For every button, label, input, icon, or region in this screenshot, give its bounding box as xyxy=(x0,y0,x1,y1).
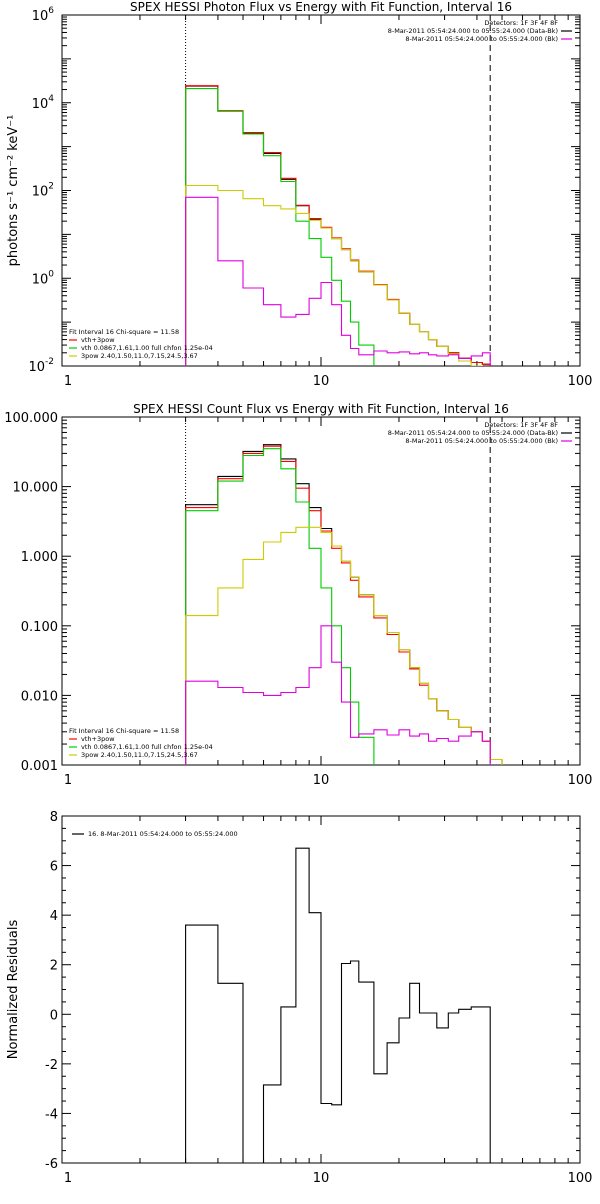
series-line-1 xyxy=(185,847,491,1163)
series-group xyxy=(185,444,503,765)
y-tick-label: 2 xyxy=(50,959,58,974)
axis-frame xyxy=(61,14,581,367)
y-tick-label: 1.000 xyxy=(21,550,58,565)
series-line-4 xyxy=(185,526,503,765)
x-tick-label: 100 xyxy=(568,374,593,389)
y-tick-label: -6 xyxy=(45,1157,58,1172)
y-tick-label: 104 xyxy=(32,94,55,112)
series-line-5 xyxy=(185,625,491,765)
legend-top-entry: Detectors: 1F 3F 4F 8F xyxy=(484,421,558,429)
y-tick-label: 4 xyxy=(50,909,58,924)
legend-top-entry: 8-Mar-2011 05:54:24.000 to 05:55:24.000 … xyxy=(388,429,558,437)
legend-top-entry: 8-Mar-2011 05:54:24.000 to 05:55:24.000 … xyxy=(388,27,558,35)
axis-frame xyxy=(61,416,581,766)
x-tick-label: 10 xyxy=(313,773,330,788)
legend-top-entry: Detectors: 1F 3F 4F 8F xyxy=(484,19,558,27)
chart-panel-1: 1 10 100 10-2 100 102 104 106 SPEX HESSI Photon … xyxy=(6,0,592,389)
y-tick-label: -4 xyxy=(45,1107,58,1122)
x-tick-label: 10 xyxy=(313,1171,330,1186)
y-tick-label: 106 xyxy=(32,6,55,24)
legend-bottom-entry: 3pow 2.40,1.50,11.0,7.15,24.5,3.67 xyxy=(81,751,198,759)
y-tick-label: 100.000 xyxy=(4,411,58,426)
y-tick-label: 102 xyxy=(32,182,54,200)
series-line-3 xyxy=(185,88,375,366)
y-axis-label: Normalized Residuals xyxy=(6,920,21,1060)
x-tick-label: 1 xyxy=(64,1171,72,1186)
y-tick-label: 10-2 xyxy=(28,357,54,375)
series-line-3 xyxy=(185,448,375,765)
series-line-4 xyxy=(185,184,483,366)
legend-bottom-entry: vth 0.0867,1.61,1.00 full chfon 1.25e-04 xyxy=(81,743,213,751)
chart-title: SPEX HESSI Count Flux vs Energy with Fit… xyxy=(133,402,509,416)
series-group xyxy=(185,85,491,366)
x-tick-label: 10 xyxy=(313,374,330,389)
legend-entry: 16. 8-Mar-2011 05:54:24.000 to 05:55:24.… xyxy=(88,830,238,838)
x-tick-label: 1 xyxy=(64,773,72,788)
y-tick-label: 100 xyxy=(32,269,55,287)
y-tick-label: 0.001 xyxy=(21,759,58,774)
x-tick-label: 1 xyxy=(64,374,72,389)
x-tick-label: 100 xyxy=(568,773,593,788)
legend-top-entry: 8-Mar-2011 05:54:24.000 to 05:55:24.000 … xyxy=(405,35,558,43)
legend-bottom-entry: Fit Interval 16 Chi-square = 11.58 xyxy=(69,328,179,336)
chart-panel-3: 1 10 100 -6 -4 -2 0 2 4 6 8 Normalized Residuals 16.… xyxy=(6,810,592,1186)
legend-bottom-entry: 3pow 2.40,1.50,11.0,7.15,24.5,3.67 xyxy=(81,352,198,360)
y-tick-label: 10.000 xyxy=(13,481,59,496)
x-tick-label: 100 xyxy=(568,1171,593,1186)
legend-bottom-entry: vth+3pow xyxy=(81,336,115,344)
legend-bottom-entry: Fit Interval 16 Chi-square = 11.58 xyxy=(69,727,179,735)
y-tick-label: 0.100 xyxy=(21,620,58,635)
series-line-2 xyxy=(185,445,503,765)
chart-title: SPEX HESSI Photon Flux vs Energy with Fi… xyxy=(130,0,512,14)
legend-bottom-entry: vth 0.0867,1.61,1.00 full chfon 1.25e-04 xyxy=(81,344,213,352)
y-axis-label: photons s⁻¹ cm⁻² keV⁻¹ xyxy=(6,115,21,267)
series-line-2 xyxy=(185,85,491,366)
y-tick-label: 0.010 xyxy=(21,689,58,704)
series-line-1 xyxy=(185,85,491,366)
legend-bottom-entry: vth+3pow xyxy=(81,735,115,743)
y-tick-label: 6 xyxy=(50,860,58,875)
series-line-5 xyxy=(185,196,491,366)
chart-panel-2: 1 10 100 0.001 0.010 0.100 1.000 10.000 100.000 S… xyxy=(4,402,592,788)
legend-top-entry: 8-Mar-2011 05:54:24.000 to 05:55:24.000 … xyxy=(405,437,558,445)
series-group xyxy=(185,847,491,1163)
y-tick-label: 0 xyxy=(50,1008,58,1023)
series-line-1 xyxy=(185,444,503,765)
y-tick-label: -2 xyxy=(45,1058,58,1073)
y-tick-label: 8 xyxy=(50,810,58,825)
